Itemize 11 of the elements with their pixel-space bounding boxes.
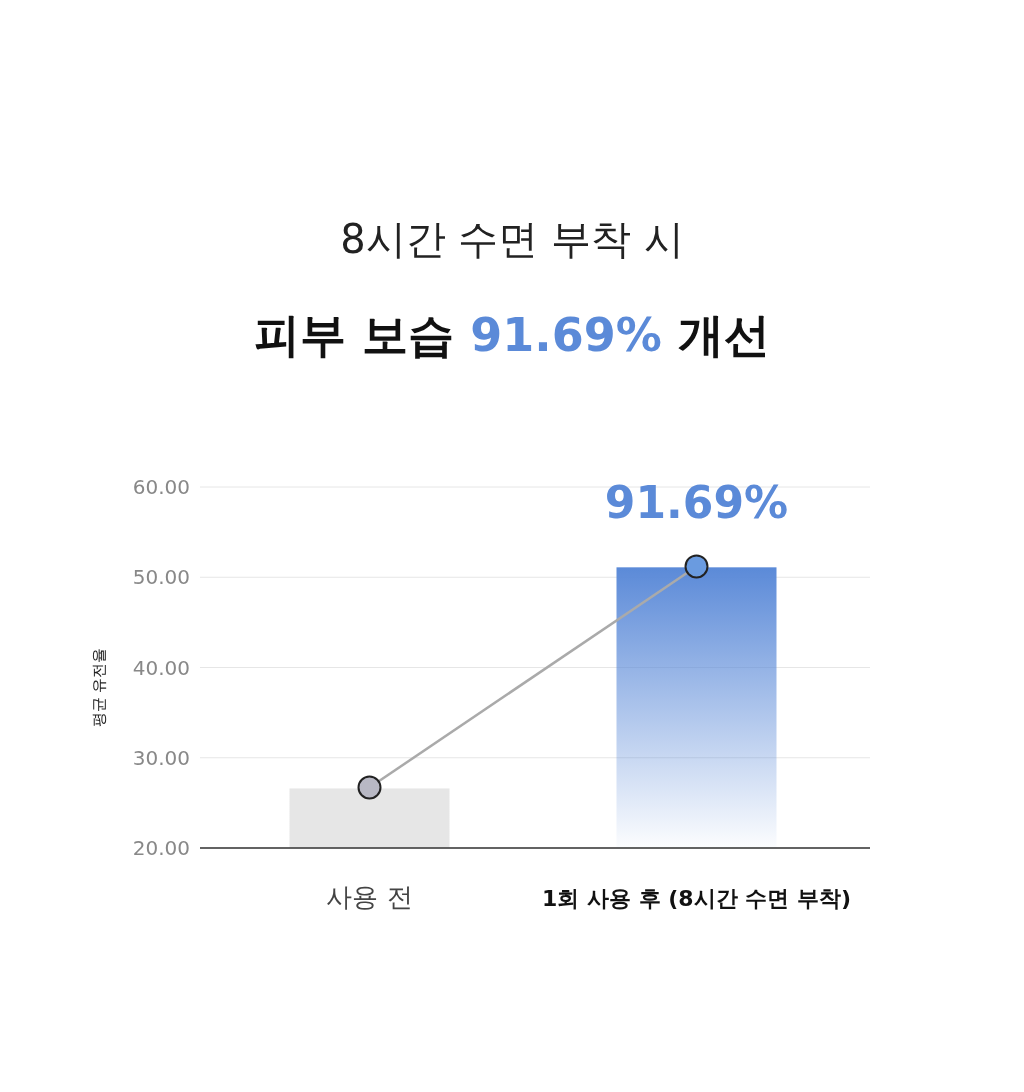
x-tick-label: 1회 사용 후 (8시간 수면 부착) (541, 886, 852, 911)
y-tick-label: 20.00 (132, 836, 190, 860)
y-tick-label: 40.00 (132, 655, 190, 680)
annotation: 91.69% (604, 477, 789, 529)
y-tick-label: 60.00 (132, 475, 190, 499)
chart-subtitle: 피부 보습 91.69% 개선 (254, 308, 770, 362)
y-tick-label: 30.00 (132, 745, 190, 770)
x-tick-label: 사용 전 (326, 882, 413, 912)
y-axis-title: 평균 유전율 (90, 647, 108, 728)
chart-title: 8시간 수면 부착 시 (340, 216, 684, 262)
y-tick-label: 50.00 (132, 565, 190, 590)
